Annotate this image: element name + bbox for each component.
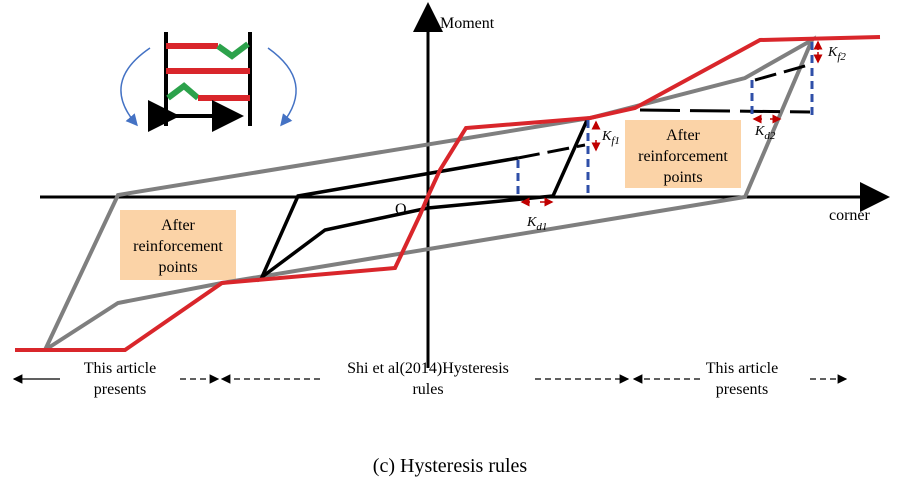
note-box bbox=[120, 210, 236, 280]
range-label: This article bbox=[706, 360, 778, 377]
blue-dashes bbox=[516, 42, 814, 197]
range-label: Shi et al(2014)Hysteresis bbox=[347, 360, 509, 377]
k-symbol: K bbox=[827, 45, 838, 60]
range-label: presents bbox=[716, 381, 768, 398]
box-text: points bbox=[663, 169, 702, 186]
dashed-line bbox=[754, 62, 813, 82]
x-axis-label: corner bbox=[829, 207, 871, 224]
k-symbol: K bbox=[526, 215, 537, 230]
note-box bbox=[625, 120, 741, 188]
range-label: rules bbox=[412, 381, 443, 398]
y-axis-label: Moment bbox=[440, 15, 495, 32]
k-subscript: d2 bbox=[764, 130, 776, 142]
red-arrows bbox=[520, 40, 823, 207]
k-symbol: K bbox=[754, 124, 765, 139]
k-subscript: f2 bbox=[837, 51, 846, 63]
box-text: points bbox=[158, 259, 197, 276]
k-subscript: f1 bbox=[611, 135, 620, 147]
stiffness-label: Kd2 bbox=[754, 124, 776, 142]
box-text: After bbox=[666, 127, 700, 144]
stiffness-label: Kf2 bbox=[827, 45, 846, 63]
dashed-line bbox=[639, 108, 811, 114]
black-curve bbox=[257, 117, 590, 283]
origin-label: O bbox=[395, 201, 407, 218]
box-text: After bbox=[161, 217, 195, 234]
stiffness-label: Kd1 bbox=[526, 215, 547, 233]
range-label: This article bbox=[84, 360, 156, 377]
caption: (c) Hysteresis rules bbox=[373, 455, 528, 477]
k-subscript: d1 bbox=[536, 221, 547, 233]
k-symbol: K bbox=[601, 129, 612, 144]
dashed-line bbox=[517, 143, 586, 160]
red-curve bbox=[15, 35, 881, 352]
box-text: reinforcement bbox=[638, 148, 728, 165]
box-text: reinforcement bbox=[133, 238, 223, 255]
icon bbox=[120, 32, 297, 132]
range-label: presents bbox=[94, 381, 146, 398]
stiffness-label: Kf1 bbox=[601, 129, 620, 147]
